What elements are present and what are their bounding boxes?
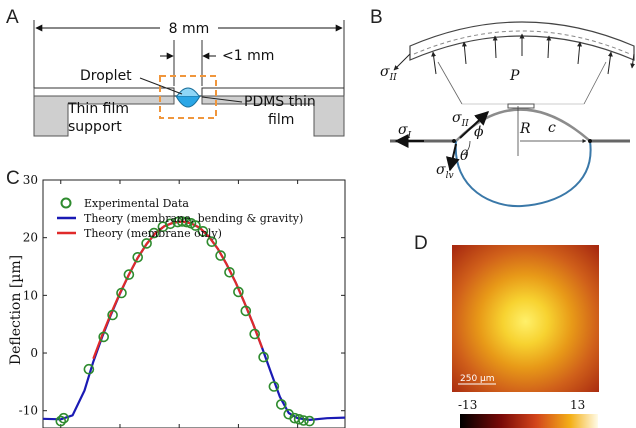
panel-b: B P σII σI <box>370 7 636 208</box>
element-stress-left <box>393 53 411 71</box>
legend-label-theory-membrane: Theory (membrane only) <box>84 227 222 240</box>
sigma-ii-label: σII <box>452 110 469 129</box>
y-tick-label: 0 <box>30 346 38 360</box>
data-point-experimental <box>190 220 201 231</box>
membrane-element <box>409 21 635 61</box>
deflection-map <box>452 245 599 392</box>
support-label-line1: Thin film <box>67 101 129 117</box>
data-point-experimental <box>141 238 152 249</box>
membrane-midline <box>413 30 631 55</box>
radius-label: R <box>519 121 531 137</box>
panel-d: D 250 µm -13 13 <box>414 233 599 428</box>
pressure-label: P <box>509 68 520 84</box>
y-tick-label: 30 <box>23 173 38 187</box>
droplet-label: Droplet <box>80 68 132 84</box>
data-point-experimental <box>304 415 315 427</box>
element-stress-right <box>630 53 636 69</box>
theta-label: θ <box>460 148 469 164</box>
sigma-i-label: σI <box>398 122 412 141</box>
contact-dot-left <box>452 139 456 143</box>
data-point-experimental <box>249 328 260 340</box>
contact-dot-right <box>588 139 592 143</box>
data-point-experimental <box>206 236 218 247</box>
series-line-theory-full <box>42 220 346 421</box>
panel-d-letter: D <box>414 233 428 254</box>
sigma-ii-element: σII <box>380 64 397 83</box>
projection-left <box>437 61 463 105</box>
data-point-experimental <box>98 331 109 343</box>
data-point-experimental <box>181 216 192 228</box>
data-point-experimental <box>293 413 305 425</box>
colorbar <box>460 414 598 428</box>
legend-label-theory-full: Theory (membrane, bending & gravity) <box>84 212 303 225</box>
data-point-experimental <box>275 399 287 410</box>
small-label: <1 mm <box>222 48 274 64</box>
panel-a: A 8 mm <1 mm Droplet PDMS thin film Thin <box>6 7 345 137</box>
c-label: c <box>548 120 556 136</box>
width-label: 8 mm <box>169 21 210 37</box>
y-axis-label: Deflection [µm] <box>8 255 24 365</box>
support-label-line2: support <box>68 119 122 135</box>
projection-right <box>583 61 607 105</box>
y-tick-label: 20 <box>23 231 38 245</box>
scale-bar-label: 250 µm <box>460 374 495 384</box>
legend: Experimental Data Theory (membrane, bend… <box>57 197 303 240</box>
panel-a-letter: A <box>6 7 19 28</box>
data-point-experimental <box>233 286 244 298</box>
data-point-experimental <box>58 412 70 424</box>
y-tick-label: -10 <box>19 404 38 418</box>
data-point-experimental <box>116 287 127 299</box>
axis-ticks: -1001020300200400600800 <box>19 173 345 428</box>
data-point-experimental <box>268 381 280 392</box>
data-point-experimental <box>258 351 269 363</box>
data-point-experimental <box>148 227 160 239</box>
data-point-experimental <box>298 415 309 426</box>
cap-apex <box>507 103 535 109</box>
panel-c-letter: C <box>6 168 20 189</box>
data-point-experimental <box>83 363 95 375</box>
y-tick-label: 10 <box>23 288 38 302</box>
theta-angle <box>463 140 471 155</box>
plot-frame <box>42 179 346 428</box>
panel-b-letter: B <box>370 7 383 28</box>
data-point-experimental <box>240 305 252 317</box>
data-point-experimental <box>107 309 118 321</box>
colorbar-min-label: -13 <box>458 398 477 412</box>
data-point-experimental <box>197 226 209 237</box>
data-point-experimental <box>165 218 176 230</box>
phi-label: ϕ <box>474 124 484 140</box>
pdms-label-line2: film <box>268 112 294 128</box>
data-point-experimental <box>132 251 143 263</box>
data-point-experimental <box>215 250 226 261</box>
data-point-experimental <box>55 415 67 427</box>
droplet-top <box>176 87 200 97</box>
data-point-experimental <box>123 269 135 280</box>
pressure-arrows <box>431 33 613 75</box>
sigma-ii-arrow <box>459 111 490 139</box>
droplet <box>175 95 201 108</box>
support-label-bg <box>64 96 122 136</box>
legend-label-experimental: Experimental Data <box>84 197 189 210</box>
plot-series <box>42 216 346 427</box>
pdms-leader <box>201 96 243 103</box>
legend-marker-experimental <box>60 197 72 209</box>
data-point-experimental <box>224 266 235 278</box>
panel-c: C Deflection [µm] -100102030020040060080… <box>6 168 346 428</box>
thin-film-top <box>33 87 175 97</box>
droplet-arc <box>454 140 592 208</box>
pdms-label-line1: PDMS thin <box>244 94 316 110</box>
droplet-leader <box>139 77 183 95</box>
zoom-box <box>159 75 217 119</box>
sigma-lv-arrow <box>446 143 460 172</box>
colorbar-max-label: 13 <box>570 398 585 412</box>
sigma-lv-label: σlv <box>436 162 454 181</box>
